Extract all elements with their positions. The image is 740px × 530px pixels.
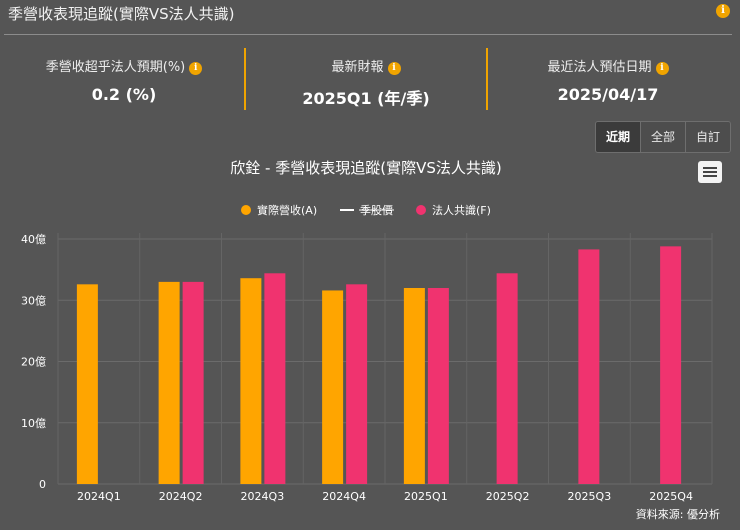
stat-label: 最近法人預估日期	[547, 60, 652, 75]
info-icon[interactable]: i	[387, 62, 401, 75]
revenue-chart: 欣銓 - 季營收表現追蹤(實際VS法人共識)實際營收(A) 季股價 法人共識(F)0…	[21, 159, 713, 502]
range-custom-button[interactable]: 自訂	[686, 122, 730, 152]
bar-forecast	[496, 273, 518, 484]
x-tick-label: 2025Q2	[486, 490, 530, 502]
page-title: 季營收表現追蹤(實際VS法人共識)	[8, 5, 235, 23]
bar-actual	[158, 281, 180, 484]
header: 季營收表現追蹤(實際VS法人共識) i	[0, 0, 740, 34]
stat-label: 季營收超乎法人預期(%)	[45, 60, 186, 75]
y-tick-label: 0	[39, 478, 46, 491]
legend-forecast-marker	[416, 205, 426, 215]
x-tick-label: 2024Q4	[322, 490, 366, 502]
bar-forecast	[346, 284, 368, 484]
bar-forecast	[427, 288, 449, 484]
stat-value: 2025Q1 (年/季)	[302, 89, 430, 108]
info-icon[interactable]: i	[716, 4, 730, 18]
bar-forecast	[182, 281, 204, 484]
range-button-group: 近期 全部 自訂	[595, 121, 731, 153]
x-tick-label: 2025Q3	[568, 490, 612, 502]
stat-forecast-date: 最近法人預估日期 i 2025/04/17	[488, 46, 728, 112]
stat-value: 0.2 (%)	[91, 85, 157, 104]
stat-value: 2025/04/17	[557, 85, 659, 104]
chart-title: 欣銓 - 季營收表現追蹤(實際VS法人共識)	[230, 159, 501, 177]
bar-forecast	[660, 246, 682, 484]
y-tick-label: 10億	[21, 417, 46, 430]
bar-forecast	[264, 273, 286, 484]
y-tick-label: 30億	[21, 294, 46, 307]
x-tick-label: 2025Q1	[404, 490, 448, 502]
y-tick-label: 40億	[21, 233, 46, 246]
x-tick-label: 2025Q4	[649, 490, 693, 502]
stat-label: 最新財報	[331, 60, 384, 75]
legend-actual-marker	[241, 205, 251, 215]
chart-menu-icon[interactable]	[698, 161, 722, 183]
range-all-button[interactable]: 全部	[641, 122, 686, 152]
bar-forecast	[578, 249, 600, 484]
x-tick-label: 2024Q3	[241, 490, 285, 502]
y-tick-label: 20億	[21, 356, 46, 369]
header-divider	[4, 34, 732, 35]
x-tick-label: 2024Q1	[77, 490, 121, 502]
data-source: 資料來源: 優分析	[635, 508, 720, 521]
x-tick-label: 2024Q2	[159, 490, 203, 502]
bar-actual	[403, 288, 425, 484]
bar-actual	[322, 290, 344, 484]
range-recent-button[interactable]: 近期	[596, 122, 641, 152]
legend-forecast-label: 法人共識(F)	[432, 203, 491, 217]
info-icon[interactable]: i	[655, 62, 669, 75]
stat-divider	[486, 48, 488, 110]
stat-latest-report: 最新財報 i 2025Q1 (年/季)	[246, 46, 486, 112]
stats-panel: 季營收超乎法人預期(%) i 0.2 (%) 最新財報 i 2025Q1 (年/季)…	[0, 46, 740, 112]
stat-divider	[244, 48, 246, 110]
legend-actual-label: 實際營收(A)	[257, 203, 317, 217]
bar-actual	[76, 284, 98, 484]
info-icon[interactable]: i	[189, 62, 203, 75]
bar-actual	[240, 278, 262, 484]
stat-revenue-surprise: 季營收超乎法人預期(%) i 0.2 (%)	[4, 46, 244, 112]
